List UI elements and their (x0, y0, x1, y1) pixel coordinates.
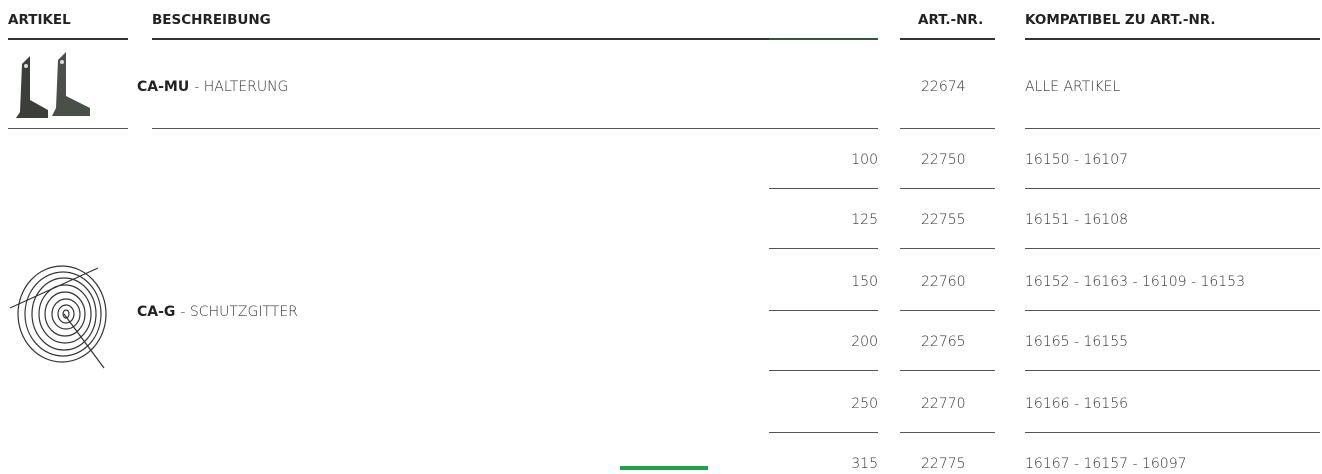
art-nr: 22775 (921, 456, 966, 472)
grill-image (9, 265, 107, 369)
product-name: - SCHUTZGITTER (180, 304, 298, 320)
row-rule (1025, 370, 1320, 371)
column-header: KOMPATIBEL ZU ART.-NR. (1025, 12, 1216, 28)
size: 100 (851, 152, 878, 168)
art-nr: 22760 (921, 274, 966, 290)
header-rule (900, 38, 995, 40)
column-header: BESCHREIBUNG (152, 12, 271, 28)
row-rule (900, 310, 995, 311)
description: CA-G - SCHUTZGITTER (137, 302, 298, 322)
size: 200 (851, 334, 878, 350)
size: 315 (851, 456, 878, 472)
art-nr: 22765 (921, 334, 966, 350)
compatible: 16151 - 16108 (1025, 212, 1129, 228)
row-rule (769, 432, 878, 433)
column-header: ART.-NR. (918, 12, 984, 28)
compatible: 16150 - 16107 (1025, 152, 1129, 168)
size: 250 (851, 396, 878, 412)
compatible: 16152 - 16163 - 16109 - 16153 (1025, 274, 1246, 290)
row-rule (900, 432, 995, 433)
bracket-image (16, 52, 90, 118)
row-rule (152, 128, 878, 129)
row-rule (769, 248, 878, 249)
accent-bar (620, 466, 708, 470)
row-rule (900, 188, 995, 189)
row-rule (1025, 248, 1320, 249)
art-nr: 22674 (921, 79, 966, 95)
row-rule (900, 370, 995, 371)
product-code: CA-G (137, 304, 176, 320)
header-rule (152, 38, 769, 40)
row-rule (769, 370, 878, 371)
row-rule (1025, 432, 1320, 433)
art-nr: 22770 (921, 396, 966, 412)
row-rule (769, 310, 878, 311)
compatible: ALLE ARTIKEL (1025, 79, 1121, 95)
row-rule (8, 128, 128, 129)
row-rule (769, 188, 878, 189)
row-rule (1025, 188, 1320, 189)
compatible: 16166 - 16156 (1025, 396, 1129, 412)
header-rule (1025, 38, 1320, 40)
art-nr: 22755 (921, 212, 966, 228)
size: 125 (851, 212, 878, 228)
row-rule (900, 128, 995, 129)
product-name: - HALTERUNG (194, 79, 289, 95)
product-code: CA-MU (137, 79, 190, 95)
description: CA-MU - HALTERUNG (137, 77, 288, 97)
art-nr: 22750 (921, 152, 966, 168)
row-rule (900, 248, 995, 249)
size: 150 (851, 274, 878, 290)
header-rule (8, 38, 128, 40)
row-rule (1025, 310, 1320, 311)
header-rule (769, 38, 878, 40)
row-rule (1025, 128, 1320, 129)
compatible: 16165 - 16155 (1025, 334, 1129, 350)
column-header: ARTIKEL (8, 12, 71, 28)
compatible: 16167 - 16157 - 16097 (1025, 456, 1187, 472)
